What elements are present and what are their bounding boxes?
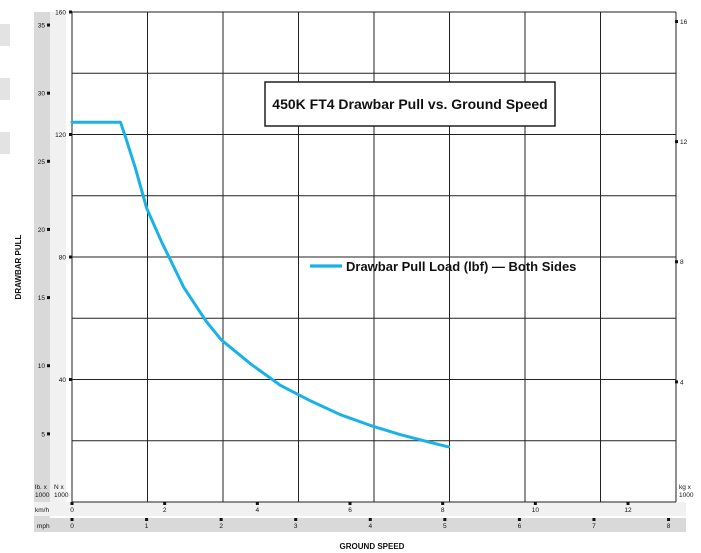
y-lb-tick-label: 30 [38,91,46,98]
x-kmh-tick-label: 4 [256,507,260,514]
x-axis-title: GROUND SPEED [340,542,405,551]
chart-title-box: 450K FT4 Drawbar Pull vs. Ground Speed [264,81,556,127]
x-mph-tick-label: 0 [70,523,74,530]
y-kg-tick-label: 4 [680,379,684,386]
page-edge-tab [0,132,10,154]
x-kmh-tick-mark [348,502,352,505]
x-mph-tick-label: 7 [592,523,596,530]
kmh-axis-bar [34,502,686,516]
y-kg-tick-mark [675,380,678,384]
y-lb-tick-mark [47,432,50,436]
unit-mph: mph [37,523,50,530]
x-mph-tick-mark [219,518,223,521]
drawbar-pull-curve [70,120,451,449]
y-lb-tick-mark [47,23,50,27]
x-mph-tick-mark [517,518,521,521]
page-edge-tab [0,78,10,100]
y-kg-tick-label: 16 [680,19,688,26]
x-mph-tick-label: 3 [294,523,298,530]
y-n-tick-mark [69,255,72,259]
x-mph-tick-mark [294,518,298,521]
page-edge-tab [0,24,10,46]
x-mph-tick-mark [592,518,596,521]
y-n-tick-label: 160 [55,10,66,17]
page-edge-tabs [0,0,14,200]
legend-label: Drawbar Pull Load (lbf) — Both Sides [346,259,576,274]
y-lb-tick-label: 5 [41,431,45,438]
y-lb-tick-mark [47,296,50,300]
x-kmh-tick-label: 0 [70,507,74,514]
x-kmh-tick-mark [626,502,630,505]
y-lb-tick-label: 15 [38,295,46,302]
y-lb-tick-label: 25 [38,159,46,166]
y-n-tick-mark [69,133,72,136]
x-mph-tick-label: 4 [368,523,372,530]
y-n-tick-label: 80 [59,255,67,262]
x-mph-tick-mark [368,518,372,521]
y-lb-tick-label: 20 [38,227,46,234]
n-axis-strip [50,12,66,502]
mph-axis-bar [34,518,686,532]
y-lb-tick-mark [47,159,50,163]
y-axis-title: DRAWBAR PULL [14,234,23,299]
x-mph-tick-mark [145,518,149,521]
x-kmh-tick-label: 12 [624,507,632,514]
y-lb-tick-mark [47,91,50,95]
y-n-tick-mark [69,10,72,14]
chart-legend: Drawbar Pull Load (lbf) — Both Sides [310,259,576,274]
y-n-tick-label: 120 [55,132,66,139]
x-kmh-tick-mark [163,502,167,505]
y-n-tick-label: 40 [59,377,67,384]
x-kmh-tick-label: 2 [163,507,167,514]
x-mph-tick-mark [443,518,447,521]
x-mph-tick-label: 2 [219,523,223,530]
chart-title: 450K FT4 Drawbar Pull vs. Ground Speed [272,96,547,112]
x-kmh-tick-label: 10 [532,507,540,514]
x-kmh-tick-mark [70,502,74,505]
unit-kg: kg x 1000 [679,484,694,499]
x-mph-tick-label: 8 [667,523,671,530]
lb-axis-strip [34,12,50,532]
x-kmh-tick-mark [533,502,537,505]
y-lb-tick-mark [47,227,50,231]
x-mph-tick-mark [70,518,74,521]
x-kmh-tick-label: 6 [348,507,352,514]
y-kg-tick-mark [675,260,678,264]
unit-kmh: km/h [35,507,49,514]
y-kg-tick-mark [675,140,678,144]
x-mph-tick-label: 1 [145,523,149,530]
y-kg-tick-label: 12 [680,139,688,146]
x-kmh-tick-mark [255,502,259,505]
y-kg-tick-label: 8 [680,259,684,266]
x-mph-tick-mark [667,518,671,521]
x-mph-tick-label: 5 [443,523,447,530]
y-kg-tick-mark [675,19,678,23]
y-lb-tick-label: 35 [38,23,46,30]
unit-n: N x 1000 [54,484,69,499]
x-kmh-tick-mark [441,502,445,505]
y-n-tick-mark [69,378,72,381]
y-lb-tick-label: 10 [38,363,46,370]
x-kmh-tick-label: 8 [441,507,445,514]
x-mph-tick-label: 6 [518,523,522,530]
y-lb-tick-mark [47,364,50,368]
unit-lb: lb. x 1000 [35,484,50,499]
